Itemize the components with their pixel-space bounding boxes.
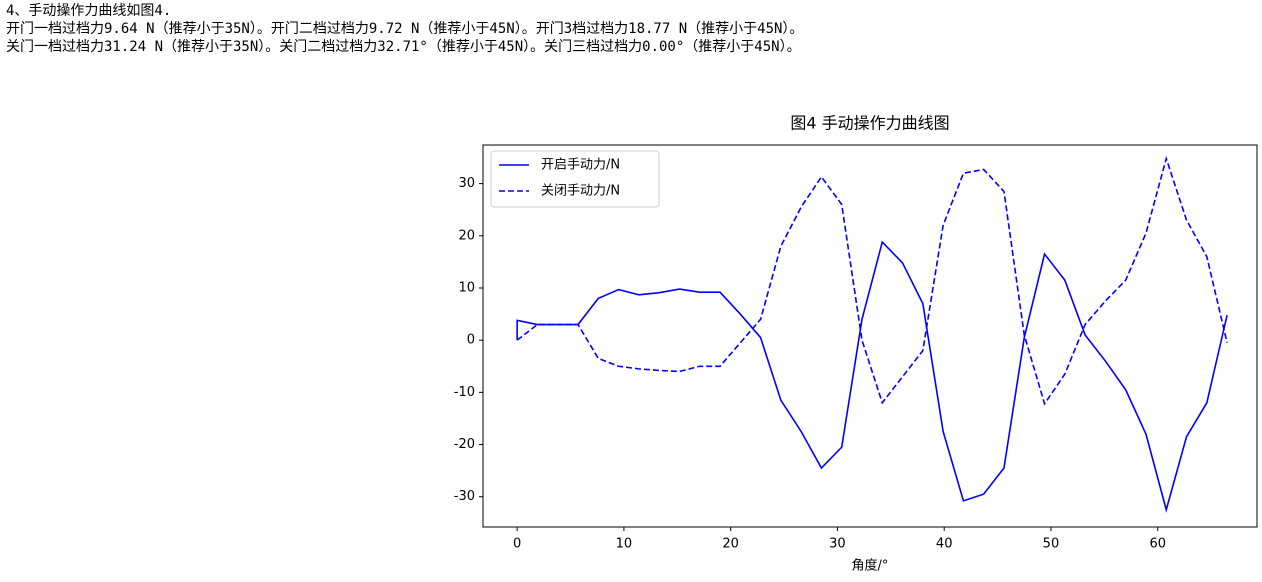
data-line	[516, 240, 1228, 513]
legend-box	[490, 150, 660, 208]
y-tick-label: 0	[467, 333, 475, 348]
x-tick-label: 50	[1043, 537, 1060, 552]
x-tick-label: 30	[829, 537, 846, 552]
plot-frame	[482, 144, 1258, 528]
legend-label: 开启手动力/N	[541, 158, 620, 173]
y-tick-label: -20	[454, 437, 475, 452]
x-axis-label: 角度/°	[852, 558, 889, 574]
y-tick-label: 10	[458, 280, 475, 295]
x-tick-label: 40	[936, 537, 953, 552]
x-tick-label: 60	[1149, 537, 1166, 552]
text-line: 关门一档过档力31.24 N（推荐小于35N）。关门二档过档力32.71°（推荐…	[6, 39, 801, 55]
document-text: 4、手动操作力曲线如图4. 开门一档过档力9.64 N（推荐小于35N）。开门二…	[6, 2, 803, 56]
chart-title: 图4 手动操作力曲线图	[790, 114, 949, 133]
data-line	[516, 155, 1228, 406]
text-line: 开门一档过档力9.64 N（推荐小于35N）。开门二档过档力9.72 N（推荐小…	[6, 21, 804, 37]
x-tick-label: 10	[616, 537, 633, 552]
legend-label: 关闭手动力/N	[541, 184, 620, 199]
x-tick-label: 0	[513, 537, 521, 552]
y-tick-label: 30	[458, 176, 475, 191]
y-tick-label: -30	[454, 489, 475, 504]
y-tick-label: 20	[458, 228, 475, 243]
text-line: 4、手动操作力曲线如图4.	[6, 3, 172, 19]
x-tick-label: 20	[722, 537, 739, 552]
y-tick-label: -10	[454, 385, 475, 400]
